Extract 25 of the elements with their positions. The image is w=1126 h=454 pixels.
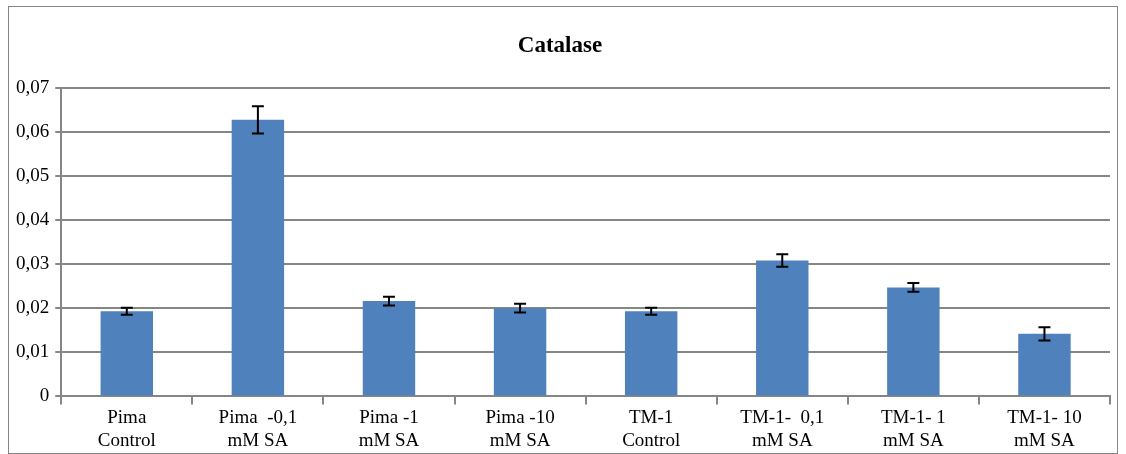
bar (231, 119, 285, 396)
y-tick-label: 0,03 (16, 252, 50, 274)
y-tick-label: 0,02 (16, 296, 50, 318)
bar (1018, 333, 1071, 396)
y-tick-label: 0,01 (16, 340, 50, 362)
y-tick-label: 0,06 (16, 119, 50, 141)
bar (362, 301, 416, 396)
x-tick-label: Pima -10 mM SA (485, 405, 555, 450)
bar (756, 260, 809, 396)
x-tick-label: TM-1- 1 mM SA (880, 405, 946, 450)
bar (100, 311, 154, 396)
y-tick-label: 0 (39, 384, 50, 406)
x-tick-label: Pima -0,1 mM SA (218, 405, 298, 450)
x-tick-label: TM-1 Control (622, 405, 681, 450)
x-tick-label: Pima Control (97, 405, 156, 450)
y-tick-label: 0,04 (16, 207, 50, 229)
x-tick-label: Pima -1 mM SA (358, 405, 420, 450)
y-tick-label: 0,07 (16, 75, 50, 97)
bar (493, 308, 547, 396)
chart-title: Catalase (517, 31, 603, 57)
y-tick-label: 0,05 (16, 163, 50, 185)
bar (624, 311, 678, 396)
x-tick-label: TM-1- 0,1 mM SA (740, 405, 825, 450)
bar (887, 287, 940, 396)
x-tick-label: TM-1- 10 mM SA (1007, 405, 1082, 450)
